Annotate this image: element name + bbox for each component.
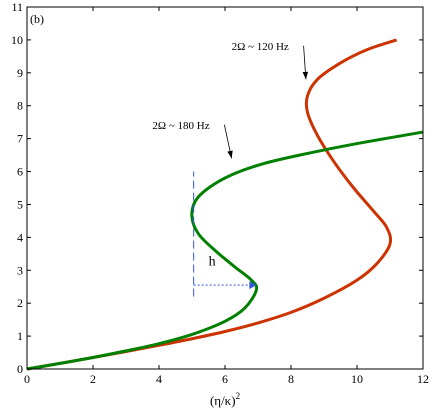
y-tick-label: 8 xyxy=(17,99,23,113)
y-tick-label: 4 xyxy=(17,230,23,244)
annotation-arrowhead-green xyxy=(227,150,233,159)
x-tick-label: 0 xyxy=(24,372,30,386)
hysteresis-marker: h xyxy=(193,171,257,297)
plot-frame xyxy=(26,6,424,370)
y-tick-label: 7 xyxy=(17,132,23,146)
y-tick-label: 10 xyxy=(11,33,23,47)
y-tick-label: 2 xyxy=(17,296,23,310)
y-tick-label: 1 xyxy=(17,329,23,343)
y-tick-label: 5 xyxy=(17,197,23,211)
panel-label: (b) xyxy=(30,12,44,26)
x-tick-label: 4 xyxy=(156,372,162,386)
y-tick-label: 6 xyxy=(17,165,23,179)
x-tick-label: 6 xyxy=(222,372,228,386)
x-tick-label: 10 xyxy=(351,372,363,386)
series-layer xyxy=(26,38,424,371)
x-axis-label-base: (η/κ) xyxy=(210,393,236,408)
y-tick-label: 3 xyxy=(17,263,23,277)
annotations-layer: 2Ω ~ 120 Hz 2Ω ~ 180 Hz xyxy=(152,41,309,159)
annotation-red: 2Ω ~ 120 Hz xyxy=(232,41,289,53)
y-tick-label: 0 xyxy=(17,362,23,376)
x-axis-label-exponent: 2 xyxy=(236,391,241,401)
series-line-1 xyxy=(26,38,398,371)
hysteresis-label: h xyxy=(209,254,216,269)
series-line-2 xyxy=(26,130,424,371)
x-tick-label: 8 xyxy=(288,372,294,386)
x-axis-label: (η/κ)2 xyxy=(210,391,240,408)
x-tick-label: 12 xyxy=(417,372,429,386)
annotation-green: 2Ω ~ 180 Hz xyxy=(152,120,209,132)
x-tick-label: 2 xyxy=(90,372,96,386)
hysteresis-arrowhead xyxy=(249,281,257,290)
y-tick-label: 9 xyxy=(17,66,23,80)
annotation-arrowhead-red xyxy=(302,71,309,80)
y-tick-label: 11 xyxy=(11,0,23,14)
